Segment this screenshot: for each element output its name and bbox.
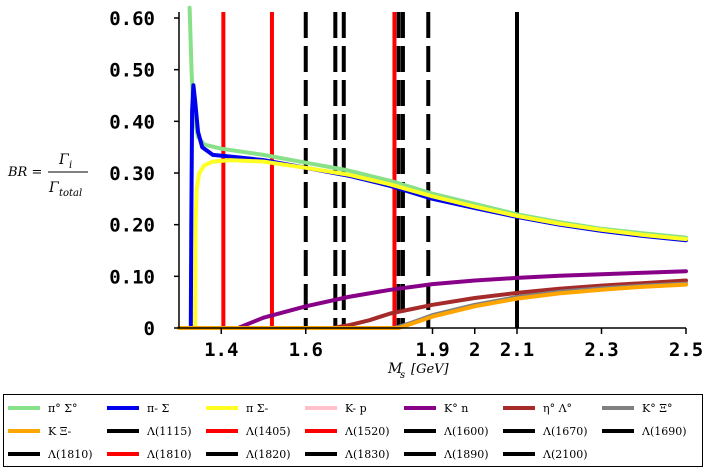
legend-swatch [602,406,634,410]
legend-swatch [206,429,238,433]
series-line-2 [188,83,688,330]
legend-swatch [503,429,535,433]
y-tick-label-5: 0.50 [109,60,155,82]
legend-item: Λ(1405) [206,421,291,441]
y-tick-label-3: 0.30 [109,163,155,185]
legend-item: K- p [305,398,367,418]
legend-item: η° Λ° [503,398,572,418]
legend-label: π° Σ° [48,401,78,415]
x-tick-label-4: 2.1 [500,339,534,361]
legend-item: Λ(1690) [602,421,687,441]
series-curves [177,5,688,330]
legend-item: Λ(1810) [8,444,93,464]
legend-item: Λ(1670) [503,421,588,441]
y-tick-label-0: 0 [144,318,155,340]
legend: π° Σ° π- Σ π Σ- K- p K° n η° Λ° K° Ξ° K Ξ- Λ(111… [3,394,703,467]
legend-label: K° Ξ° [642,401,673,415]
y-label-numerator-sub: i [69,160,72,171]
legend-item: K° n [404,398,468,418]
legend-item: K Ξ- [8,421,71,441]
legend-swatch [305,406,337,410]
legend-item: K° Ξ° [602,398,672,418]
legend-item: π° Σ° [8,398,78,418]
legend-item: Λ(1520) [305,421,390,441]
legend-item: Λ(1115) [107,421,192,441]
legend-label: Λ(1890) [444,447,489,461]
legend-item: π Σ- [206,398,268,418]
legend-label: K° n [444,401,469,415]
legend-item: Λ(2100) [503,444,588,464]
legend-label: π Σ- [246,401,269,415]
legend-item: π- Σ [107,398,169,418]
y-tick-label-4: 0.40 [109,111,155,133]
x-tick-label-0: 1.4 [204,339,238,361]
legend-swatch [404,429,436,433]
legend-label: η° Λ° [543,401,573,415]
series-line-5 [236,269,688,330]
x-ticks: 1.4 1.6 1.9 2 2.1 2.3 2.5 [204,328,703,361]
legend-label: Λ(1115) [147,424,192,438]
x-label-sub: s [400,370,405,381]
legend-label: Λ(1600) [444,424,489,438]
y-label-prefix: BR = [7,165,42,180]
y-label-denominator: Γ [48,180,60,196]
legend-item: Λ(1600) [404,421,489,441]
legend-swatch [305,452,337,456]
x-label-symbol: M [387,361,403,377]
series-line-3 [193,158,688,330]
legend-swatch [602,429,634,433]
legend-swatch [107,452,139,456]
x-axis-label: M s [GeV] [387,361,450,381]
y-label-denominator-sub: total [59,188,82,199]
series-line-8 [177,282,688,330]
legend-label: Λ(1820) [246,447,291,461]
x-label-unit: [GeV] [411,362,450,377]
legend-label: π- Σ [147,401,170,415]
legend-item: Λ(1810) [107,444,192,464]
legend-swatch [206,452,238,456]
legend-item: Λ(1830) [305,444,390,464]
y-ticks: 0 0.10 0.20 0.30 0.40 0.50 0.60 [109,8,179,340]
legend-swatch [404,452,436,456]
legend-label: Λ(1690) [642,424,687,438]
legend-swatch [107,406,139,410]
y-axis-label: BR = Γ i Γ total [7,152,88,199]
x-tick-label-2: 1.9 [415,339,449,361]
x-tick-label-3: 2 [469,339,480,361]
y-tick-label-1: 0.10 [109,266,155,288]
legend-label: Λ(1810) [48,447,93,461]
legend-swatch [305,429,337,433]
y-label-numerator: Γ [58,152,70,168]
legend-label: Λ(1670) [543,424,588,438]
legend-item: Λ(1820) [206,444,291,464]
series-line-1 [187,5,688,240]
legend-swatch [206,406,238,410]
y-tick-label-6: 0.60 [109,8,155,30]
x-tick-label-6: 2.5 [669,339,703,361]
x-tick-label-1: 1.6 [289,339,323,361]
legend-swatch [8,406,40,410]
legend-swatch [503,452,535,456]
chart-svg: 0 0.10 0.20 0.30 0.40 0.50 0.60 1.4 1.6 1.9 2 2.1 2… [7,5,703,381]
legend-swatch [404,406,436,410]
legend-label: Λ(1405) [246,424,291,438]
legend-swatch [107,429,139,433]
legend-swatch [503,406,535,410]
x-tick-label-5: 2.3 [584,339,618,361]
legend-label: Λ(1810) [147,447,192,461]
legend-item: Λ(1890) [404,444,489,464]
y-tick-label-2: 0.20 [109,215,155,237]
legend-label: K- p [345,401,367,415]
legend-swatch [8,429,40,433]
legend-label: Λ(1520) [345,424,390,438]
legend-label: K Ξ- [48,424,72,438]
series-line-6 [330,278,688,330]
legend-swatch [8,452,40,456]
legend-label: Λ(2100) [543,447,588,461]
legend-label: Λ(1830) [345,447,390,461]
